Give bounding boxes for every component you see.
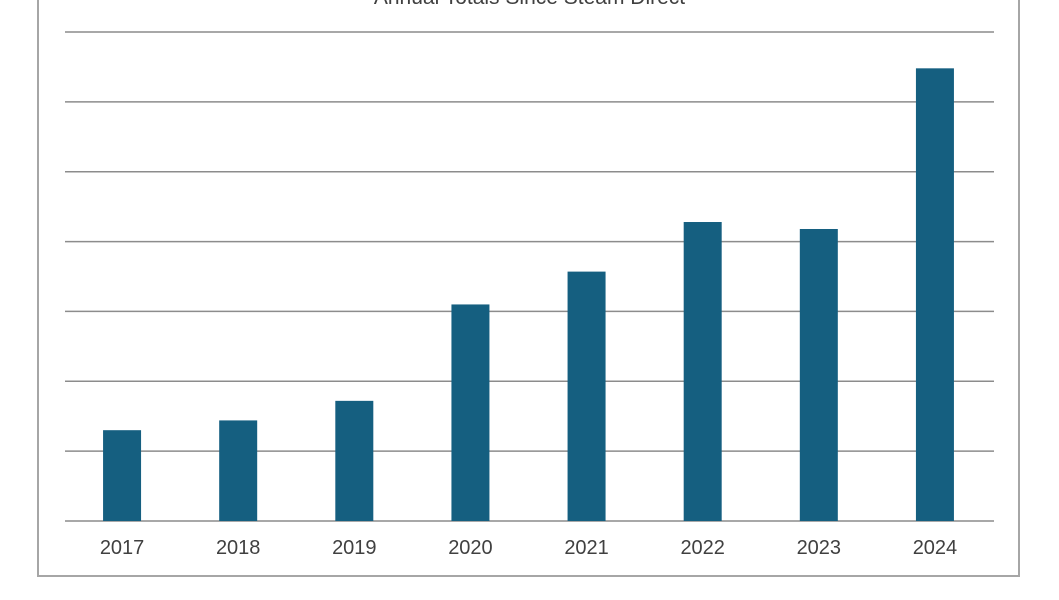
- bar-2017: [103, 430, 142, 521]
- x-tick-label-2020: 2020: [448, 537, 493, 559]
- x-tick-label-2023: 2023: [797, 537, 842, 559]
- bar-2018: [219, 420, 258, 521]
- x-tick-label-2024: 2024: [913, 537, 958, 559]
- x-tick-label-2021: 2021: [564, 537, 609, 559]
- bars: [103, 68, 954, 522]
- x-tick-labels: 2017 2018 2019 2020 2021 2022 2023 2024: [100, 537, 957, 559]
- chart-title: Annual Totals Since Steam Direct: [0, 0, 1059, 10]
- bar-2023: [799, 228, 838, 522]
- bar-2020: [451, 304, 490, 521]
- x-tick-label-2019: 2019: [332, 537, 377, 559]
- bar-2022: [683, 222, 722, 522]
- bar-2021: [567, 271, 606, 521]
- bar-2024: [915, 68, 954, 521]
- gridlines: [65, 31, 994, 522]
- x-tick-label-2022: 2022: [680, 537, 725, 559]
- x-tick-label-2017: 2017: [100, 537, 145, 559]
- chart-frame: [37, 0, 1020, 577]
- x-tick-label-2018: 2018: [216, 537, 261, 559]
- bar-2019: [335, 400, 374, 521]
